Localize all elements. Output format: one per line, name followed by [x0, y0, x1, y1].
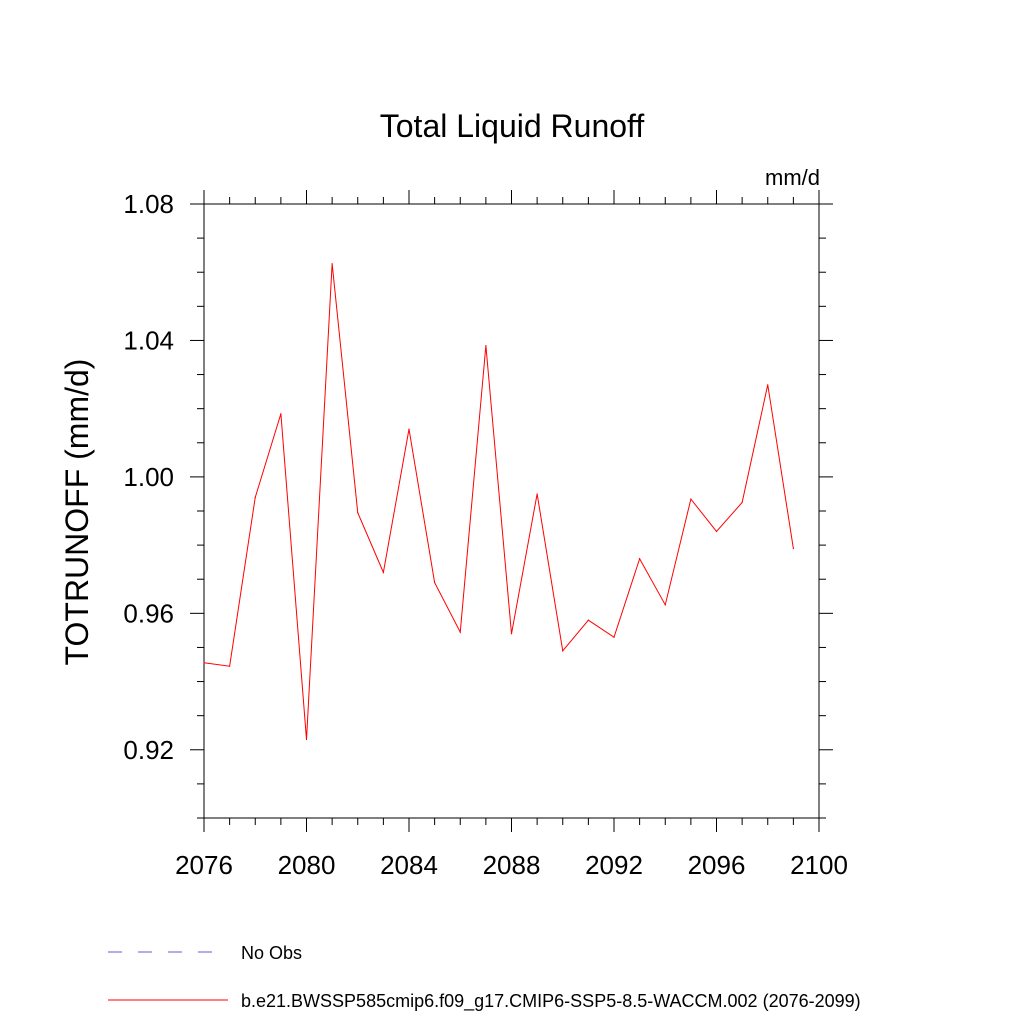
x-tick-label: 2100: [790, 850, 848, 880]
y-tick-label: 0.96: [123, 598, 174, 628]
data-point: [408, 428, 410, 430]
data-point: [587, 619, 589, 621]
data-point: [510, 633, 513, 635]
data-point: [562, 650, 564, 652]
data-point: [254, 496, 256, 498]
data-point: [767, 384, 769, 386]
y-axis-label: TOTRUNOFF (mm/d): [59, 359, 95, 666]
data-point: [690, 498, 692, 500]
data-point: [715, 530, 718, 533]
y-axis-ticks: 0.92 0.96 1.00 1.04 1.08: [123, 189, 833, 819]
x-tick-label: 2076: [175, 850, 233, 880]
series-line: [203, 263, 794, 740]
data-point: [459, 631, 461, 633]
data-point: [613, 636, 615, 638]
series-layer: [203, 263, 794, 741]
data-point: [664, 604, 666, 606]
y-tick-label: 1.04: [123, 325, 174, 355]
plot-frame: [203, 203, 820, 819]
data-point: [792, 547, 794, 550]
data-point: [382, 571, 384, 574]
units-label: mm/d: [765, 165, 820, 190]
data-point: [639, 558, 641, 560]
x-tick-label: 2092: [585, 850, 643, 880]
data-point: [229, 665, 231, 667]
legend-label: No Obs: [241, 943, 302, 963]
data-point: [741, 501, 743, 504]
data-point: [536, 493, 538, 495]
data-point: [357, 512, 359, 514]
legend-label: b.e21.BWSSP585cmip6.f09_g17.CMIP6-SSP5-8…: [241, 991, 861, 1012]
y-tick-label: 1.08: [123, 189, 174, 219]
data-point: [305, 738, 308, 741]
data-point: [434, 582, 436, 584]
data-point: [485, 344, 487, 347]
x-tick-label: 2096: [688, 850, 746, 880]
y-tick-label: 1.00: [123, 462, 174, 492]
x-tick-label: 2084: [380, 850, 438, 880]
data-point: [280, 413, 282, 415]
data-point: [203, 662, 205, 664]
x-axis-ticks: 2076 2080 2084 2088 2092 2096 2100: [175, 190, 848, 880]
legend: No Obs b.e21.BWSSP585cmip6.f09_g17.CMIP6-…: [108, 943, 861, 1012]
x-tick-label: 2080: [278, 850, 336, 880]
data-point: [331, 263, 333, 265]
x-tick-label: 2088: [483, 850, 541, 880]
y-tick-label: 0.92: [123, 735, 174, 765]
chart-title: Total Liquid Runoff: [380, 108, 645, 144]
